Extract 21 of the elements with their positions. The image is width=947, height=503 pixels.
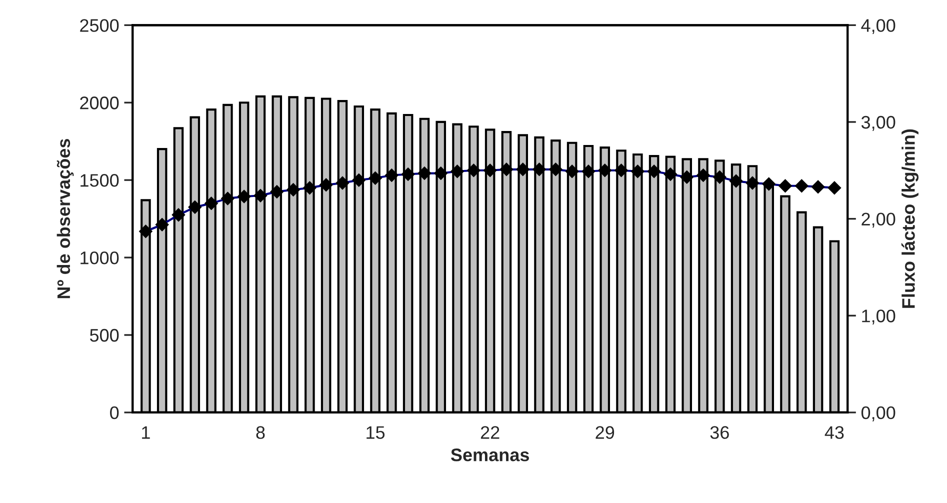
y2-tick-label: 2,00 — [862, 212, 896, 228]
y2-tick-label: 0,00 — [861, 406, 896, 422]
y2-tick-label: 4,00 — [861, 19, 896, 34]
y2-axis-title: Fluxo lácteo (kg/min) — [901, 129, 919, 308]
y-tick-label: 1000 — [80, 251, 119, 264]
y-axis-title: Nº de observações — [56, 138, 74, 298]
y2-tick-label: 1,00 — [862, 310, 896, 324]
y-tick-label: 2000 — [80, 96, 119, 110]
x-tick-label: 29 — [596, 426, 614, 439]
x-tick-label: 36 — [710, 426, 729, 439]
y-tick-label: 0 — [110, 406, 119, 420]
x-tick-label: 1 — [142, 426, 150, 439]
x-tick-label: 8 — [256, 426, 265, 439]
y-tick-label: 500 — [90, 328, 119, 342]
x-tick-label: 15 — [366, 426, 385, 439]
y-tick-label: 2500 — [80, 19, 119, 32]
x-tick-label: 22 — [480, 426, 500, 439]
x-axis-title: Semanas — [450, 448, 529, 462]
x-tick-label: 43 — [824, 426, 844, 439]
y2-tick-label: 3,00 — [861, 116, 896, 131]
y-tick-label: 1500 — [80, 174, 119, 187]
